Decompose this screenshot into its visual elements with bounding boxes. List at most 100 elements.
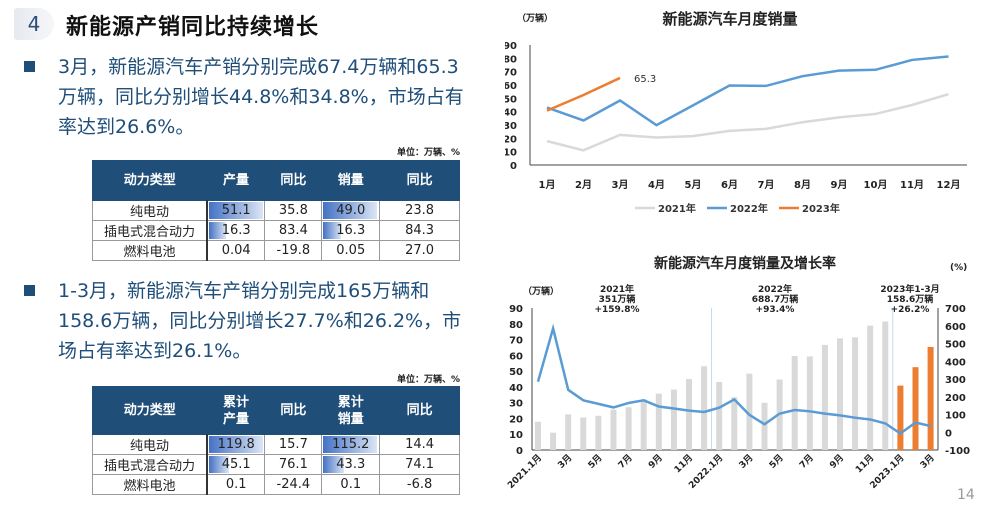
cell-value: 49.0: [336, 203, 366, 218]
table-cell: 0.04: [206, 240, 266, 261]
cell-value: 0.1: [340, 477, 362, 492]
sales-bar: [837, 338, 843, 450]
table-cell: 纯电动: [92, 200, 209, 221]
table-cell: 76.1: [264, 454, 323, 475]
table-cell: -24.4: [264, 474, 323, 495]
column-header-label: 同比: [406, 402, 433, 418]
cell-value: 纯电动: [130, 205, 170, 220]
bullet-q1: 1-3月，新能源汽车产销分别完成165万辆和158.6万辆，同比分别增长27.7…: [24, 276, 464, 366]
y-tick-label: 80: [509, 320, 523, 331]
y2-tick-label: 600: [945, 322, 966, 333]
y2-axis-unit: (%): [950, 263, 967, 273]
sales-bar: [927, 346, 934, 450]
table-cell: 16.3: [206, 220, 266, 241]
column-header-label: 累计销量: [337, 394, 364, 427]
y-tick-label: 20: [509, 414, 523, 425]
section-number: 4: [14, 8, 54, 40]
table-cell: 16.3: [321, 220, 381, 241]
table-cell: 51.1: [206, 200, 266, 221]
column-header-label: 产量: [222, 172, 249, 188]
data-bar: [323, 436, 378, 453]
column-header: 累计销量: [321, 386, 381, 435]
chart-title: 新能源汽车月度销量及增长率: [654, 255, 836, 272]
y2-tick-label: 700: [945, 304, 966, 315]
table-cell: 0.1: [206, 474, 266, 495]
y-tick-label: 50: [505, 94, 517, 105]
column-header: 同比: [264, 160, 323, 201]
legend-label: 2022年: [730, 202, 768, 215]
sales-bar: [731, 397, 738, 450]
y-tick-label: 0: [510, 161, 517, 172]
cell-value: -24.4: [276, 477, 311, 492]
cell-value: 16.3: [336, 223, 366, 238]
annotation-text: 2021年: [600, 283, 634, 295]
table-cell: 35.8: [264, 200, 323, 221]
column-header-label: 销量: [337, 172, 364, 188]
y-axis-unit: （万辆）: [523, 285, 559, 297]
cell-value: 0.05: [336, 243, 366, 258]
annotation-text: 158.6万辆: [887, 293, 933, 305]
x-tick-label: 9月: [646, 452, 665, 471]
table-row: 燃料电池 0.04 -19.8 0.05 27.0: [92, 240, 460, 261]
x-tick-label: 3月: [737, 452, 756, 471]
sales-bar: [701, 366, 708, 450]
cell-value: -19.8: [276, 243, 311, 258]
cell-value: 插电式混合动力: [104, 225, 196, 240]
sales-bar: [882, 321, 889, 450]
annotation-text: 2022年: [758, 283, 792, 295]
series-line-2022年: [546, 55, 949, 127]
y-axis-unit: （万辆）: [517, 12, 553, 24]
annotation-text: 688.7万辆: [752, 293, 798, 305]
page-number: 14: [957, 487, 975, 503]
table2-unit: 单位：万辆、%: [396, 375, 460, 385]
sales-growth-chart: 新能源汽车月度销量及增长率 (%) （万辆） 0 10 20 30 40 50 60 70 80 90 -…: [505, 255, 970, 491]
data-bar: [209, 436, 264, 453]
x-tick-label: 7月: [797, 452, 816, 471]
column-header-label: 累计产量: [222, 394, 249, 427]
sales-bar: [625, 407, 632, 450]
sales-bar: [580, 417, 587, 450]
sales-bar: [791, 355, 798, 450]
y2-tick-label: 100: [945, 411, 966, 422]
sales-bar: [852, 337, 859, 450]
table-cell: 燃料电池: [92, 240, 209, 261]
bullet-text: 3月，新能源汽车产销分别完成67.4万辆和65.3万辆，同比分别增长44.8%和…: [58, 56, 464, 138]
y2-tick-label: 400: [945, 357, 966, 368]
cell-value: 74.1: [405, 457, 435, 472]
sales-bar: [716, 381, 723, 450]
y-tick-label: 0: [516, 446, 523, 457]
column-header-label: 同比: [280, 402, 307, 418]
y2-tick-label: 0: [945, 428, 952, 439]
x-tick-label: 2月: [575, 179, 592, 191]
sales-bar: [655, 393, 662, 450]
legend-label: 2021年: [658, 202, 696, 215]
cell-value: 0.04: [221, 243, 251, 258]
cell-value: -6.8: [406, 477, 433, 492]
annotation-text: 351万辆: [599, 293, 636, 305]
bullet-square-icon: [24, 61, 35, 72]
table-row: 插电式混合动力 45.1 76.1 43.3 74.1: [92, 454, 460, 475]
column-header: 产量: [206, 160, 266, 201]
cell-value: 83.4: [278, 223, 308, 238]
table-row: 纯电动 51.1 35.8 49.0 23.8: [92, 200, 460, 221]
table-cell: -6.8: [379, 474, 460, 495]
table-march: 动力类型 产量 同比 销量 同比 纯电动 51.1 35.8 49.0 23.8 插电式混合动力 16…: [92, 160, 460, 261]
x-tick-label: 3月: [612, 179, 629, 191]
y-tick-label: 20: [505, 134, 517, 145]
column-header-label: 同比: [280, 172, 307, 188]
x-tick-label: 7月: [616, 452, 635, 471]
cell-value: 15.7: [278, 437, 308, 452]
x-tick-label: 12月: [937, 179, 961, 191]
sales-bar: [746, 373, 753, 450]
bullet-march: 3月，新能源汽车产销分别完成67.4万辆和65.3万辆，同比分别增长44.8%和…: [24, 52, 464, 142]
x-tick-label: 5月: [586, 452, 605, 471]
sales-bar: [761, 402, 768, 450]
column-header: 同比: [264, 386, 323, 435]
table-row: 纯电动 119.8 15.7 115.2 14.4: [92, 434, 460, 455]
x-tick-label: 9月: [831, 179, 848, 191]
sales-bar: [897, 385, 904, 450]
annotation-text: 2023年1-3月: [880, 283, 939, 295]
data-bar: [323, 456, 344, 473]
sales-bar: [867, 325, 874, 450]
table-cell: -19.8: [264, 240, 323, 261]
